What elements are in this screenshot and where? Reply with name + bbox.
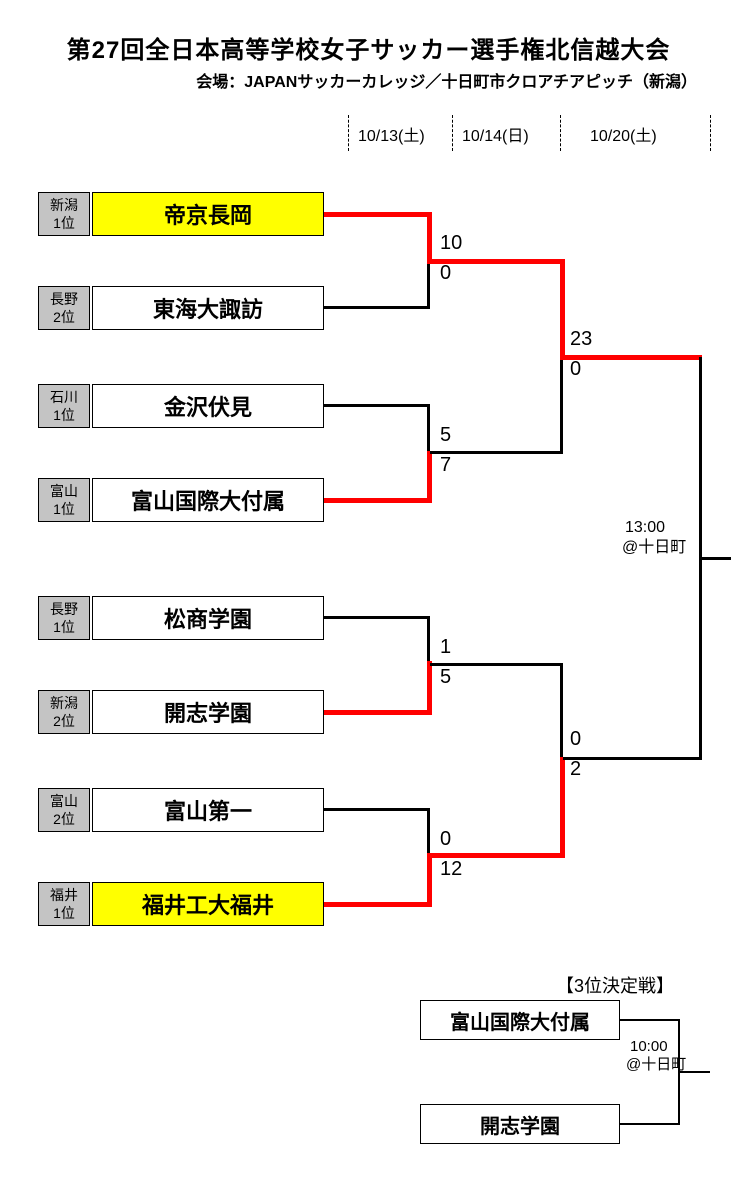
- seed-rank: 2位: [53, 810, 75, 828]
- venue-subtitle: 会場：JAPANサッカーカレッジ／十日町市クロアチアピッチ（新潟）: [196, 68, 697, 92]
- seed-rank: 1位: [53, 406, 75, 424]
- score-sf1-top: 23: [570, 328, 592, 351]
- score-qf4-top: 0: [440, 828, 451, 851]
- line: [324, 404, 430, 407]
- score-qf3-top: 1: [440, 636, 451, 659]
- final-time: 13:00: [625, 518, 665, 538]
- line: [560, 757, 565, 858]
- score-qf2-bot: 7: [440, 454, 451, 477]
- line: [427, 808, 430, 855]
- seed-rank: 1位: [53, 500, 75, 518]
- seed-tag: 新潟 1位: [38, 192, 90, 236]
- third-team-1: 富山国際大付属: [420, 1000, 620, 1040]
- round-separator: [348, 115, 349, 151]
- seed-pref: 石川: [50, 388, 78, 406]
- score-qf1-bot: 0: [440, 262, 451, 285]
- final-venue: @十日町: [622, 538, 686, 558]
- line: [324, 902, 432, 907]
- team-box-7: 富山第一: [92, 788, 324, 832]
- seed-pref: 新潟: [50, 694, 78, 712]
- score-qf2-top: 5: [440, 424, 451, 447]
- line: [427, 212, 432, 263]
- seed-tag: 長野 2位: [38, 286, 90, 330]
- line: [324, 212, 432, 217]
- tournament-bracket: 第27回全日本高等学校女子サッカー選手権北信越大会 会場：JAPANサッカーカレ…: [0, 0, 737, 1200]
- score-sf2-top: 0: [570, 728, 581, 751]
- seed-pref: 新潟: [50, 196, 78, 214]
- seed-tag: 富山 2位: [38, 788, 90, 832]
- seed-tag: 新潟 2位: [38, 690, 90, 734]
- round-separator: [710, 115, 711, 151]
- seed-pref: 富山: [50, 482, 78, 500]
- line: [560, 355, 702, 360]
- line: [620, 1123, 680, 1125]
- score-qf4-bot: 12: [440, 858, 462, 881]
- line: [430, 663, 563, 666]
- round-2-date: 10/14(日): [462, 122, 529, 146]
- line: [560, 357, 563, 454]
- line: [560, 259, 565, 359]
- line: [324, 710, 432, 715]
- team-box-3: 金沢伏見: [92, 384, 324, 428]
- third-venue: @十日町: [626, 1056, 686, 1074]
- round-1-date: 10/13(土): [358, 122, 425, 146]
- team-box-2: 東海大諏訪: [92, 286, 324, 330]
- seed-tag: 石川 1位: [38, 384, 90, 428]
- seed-pref: 富山: [50, 792, 78, 810]
- seed-pref: 長野: [50, 290, 78, 308]
- team-box-5: 松商学園: [92, 596, 324, 640]
- team-box-8: 福井工大福井: [92, 882, 324, 926]
- line: [427, 661, 432, 715]
- line: [563, 757, 702, 760]
- round-separator: [560, 115, 561, 151]
- score-sf1-bot: 0: [570, 358, 581, 381]
- third-place-title: 【3位決定戦】: [556, 972, 674, 998]
- round-separator: [452, 115, 453, 151]
- line: [699, 557, 731, 560]
- team-box-4: 富山国際大付属: [92, 478, 324, 522]
- line: [620, 1019, 680, 1021]
- seed-rank: 1位: [53, 904, 75, 922]
- line: [430, 451, 563, 454]
- line: [560, 663, 563, 759]
- seed-pref: 長野: [50, 600, 78, 618]
- line: [427, 853, 432, 907]
- seed-tag: 長野 1位: [38, 596, 90, 640]
- seed-pref: 福井: [50, 886, 78, 904]
- round-3-date: 10/20(土): [590, 122, 657, 146]
- seed-rank: 2位: [53, 308, 75, 326]
- line: [427, 451, 432, 503]
- line: [324, 616, 430, 619]
- score-sf2-bot: 2: [570, 758, 581, 781]
- seed-rank: 1位: [53, 618, 75, 636]
- seed-rank: 1位: [53, 214, 75, 232]
- line: [427, 259, 565, 264]
- line: [324, 808, 430, 811]
- third-team-2: 開志学園: [420, 1104, 620, 1144]
- third-time: 10:00: [630, 1038, 668, 1056]
- line: [324, 306, 430, 309]
- line: [324, 498, 432, 503]
- line: [427, 404, 430, 453]
- line: [427, 853, 565, 858]
- line: [427, 616, 430, 663]
- score-qf1-top: 10: [440, 232, 462, 255]
- seed-rank: 2位: [53, 712, 75, 730]
- score-qf3-bot: 5: [440, 666, 451, 689]
- seed-tag: 福井 1位: [38, 882, 90, 926]
- seed-tag: 富山 1位: [38, 478, 90, 522]
- team-box-1: 帝京長岡: [92, 192, 324, 236]
- team-box-6: 開志学園: [92, 690, 324, 734]
- page-title: 第27回全日本高等学校女子サッカー選手権北信越大会: [0, 30, 737, 65]
- line: [427, 261, 430, 309]
